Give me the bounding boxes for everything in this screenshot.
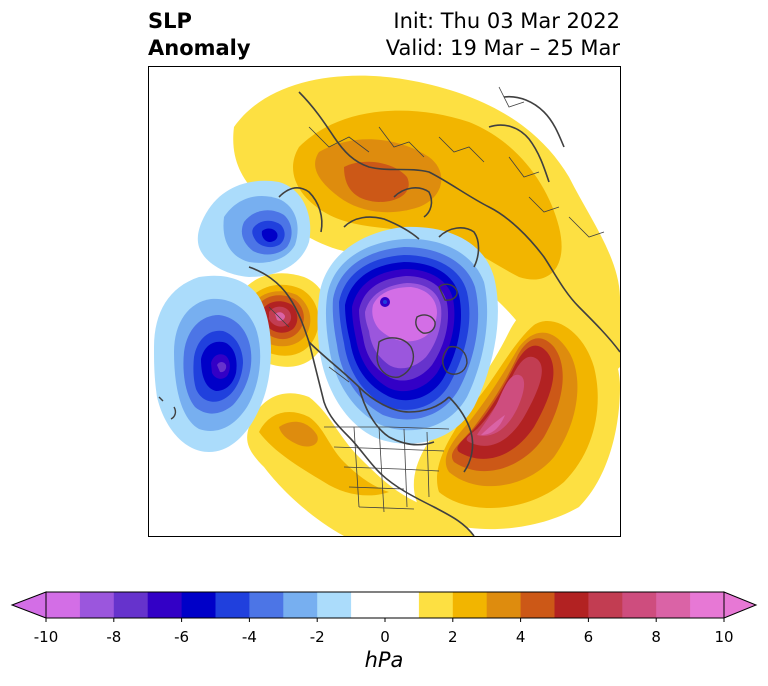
map-canvas — [149, 67, 620, 536]
arctic-low-anomaly — [317, 226, 498, 444]
colorbar-tick-label: -6 — [174, 628, 190, 646]
title-variable: SLP — [148, 9, 192, 33]
country-borders — [268, 86, 605, 513]
colorbar-bin — [46, 592, 81, 618]
colorbar-bin — [317, 592, 352, 618]
colorbar-bin — [622, 592, 657, 618]
islands — [158, 283, 468, 420]
colorbar-tick-label: 2 — [448, 628, 458, 646]
colorbar-bin — [486, 592, 522, 618]
colorbar-tick-label: 10 — [714, 628, 734, 646]
north-america-ridge-anomaly — [247, 393, 474, 536]
colorbar-bin — [351, 592, 420, 618]
colorbar-tick-label: 4 — [515, 628, 526, 646]
colorbar-bin — [690, 592, 725, 618]
colorbar — [10, 591, 758, 622]
colorbar-bin — [283, 592, 318, 618]
colorbar-bin — [181, 592, 216, 618]
colorbar-tick-label: -8 — [106, 628, 122, 646]
colorbar-bin — [79, 592, 115, 618]
colorbar-extend-high — [723, 591, 758, 619]
colorbar-tick-label: 8 — [651, 628, 661, 646]
colorbar-bin — [520, 592, 555, 618]
colorbar-tick-label: 0 — [380, 628, 390, 646]
colorbar-unit-label: hPa — [364, 648, 404, 672]
colorbar-bin — [113, 592, 149, 618]
title-quantity: Anomaly — [148, 36, 251, 60]
north-atlantic-high-anomaly — [413, 300, 620, 530]
colorbar-bin — [215, 592, 250, 618]
colorbar-tick-label: -4 — [241, 628, 257, 646]
valid-range-label: Valid: 19 Mar – 25 Mar — [385, 36, 620, 60]
colorbar-bin — [452, 592, 488, 618]
colorbar-tick-label: -2 — [309, 628, 325, 646]
colorbar-bin — [588, 592, 623, 618]
colorbar-bin — [418, 592, 454, 618]
map-title-right: Init: Thu 03 Mar 2022 Valid: 19 Mar – 25… — [386, 8, 620, 62]
map-title-left: SLP Anomaly — [148, 8, 251, 62]
colorbar-bin — [656, 592, 691, 618]
colorbar-bin — [147, 592, 183, 618]
init-date-label: Init: Thu 03 Mar 2022 — [393, 9, 620, 33]
colorbar-tick-label: -10 — [33, 628, 59, 646]
colorbar-bin — [554, 592, 589, 618]
slp-anomaly-map — [148, 66, 621, 537]
colorbar-bin — [249, 592, 284, 618]
colorbar-extend-low — [10, 591, 47, 619]
colorbar-tick-label: 6 — [583, 628, 594, 646]
north-pacific-low-anomaly — [154, 275, 271, 452]
gulf-of-alaska-low-anomaly — [197, 180, 311, 277]
